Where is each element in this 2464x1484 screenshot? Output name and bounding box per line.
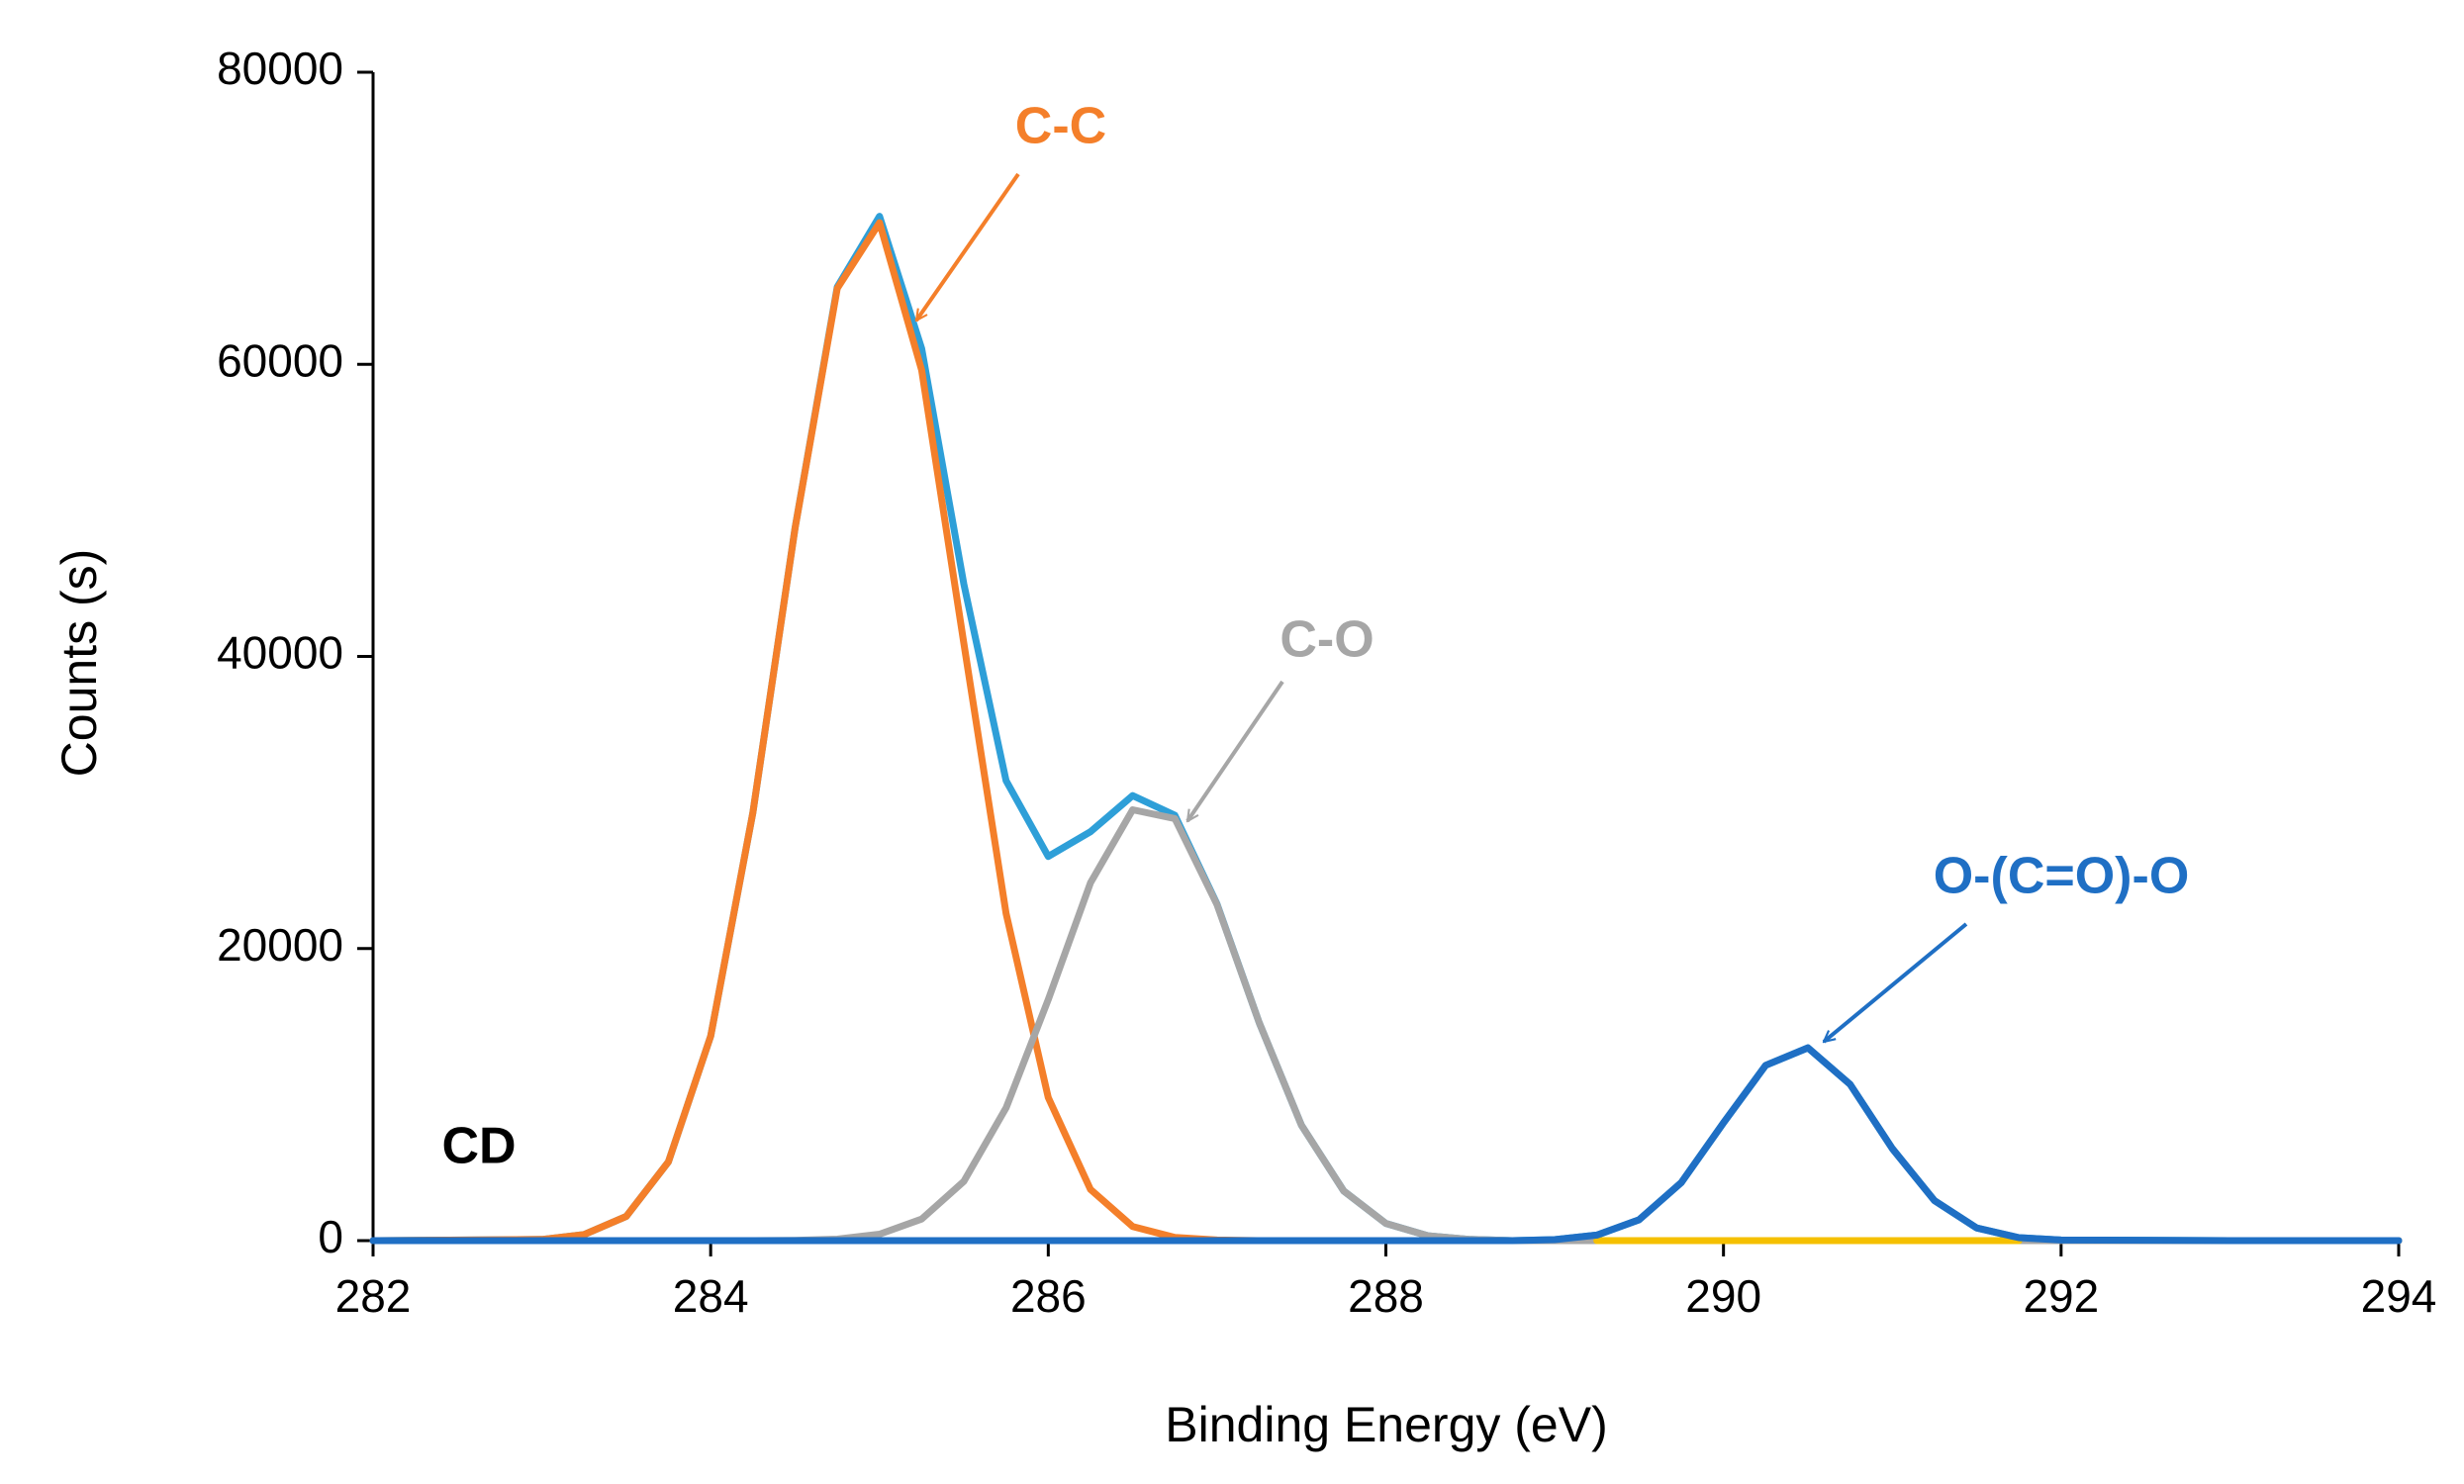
- x-tick-label: 288: [1348, 1270, 1424, 1322]
- peak-label: O-(C=O)-O: [1934, 848, 2190, 905]
- y-tick-label: 20000: [217, 919, 343, 971]
- series-line: [369, 1044, 2403, 1245]
- peak-arrow: [914, 172, 1020, 321]
- y-tick-label: 40000: [217, 627, 343, 679]
- x-tick-label: 286: [1010, 1270, 1087, 1322]
- x-tick-label: 294: [2361, 1270, 2437, 1322]
- peak-arrow: [1185, 680, 1284, 821]
- x-tick-label: 290: [1685, 1270, 1761, 1322]
- peak-label: C-C: [1015, 98, 1106, 155]
- sample-label: CD: [441, 1118, 516, 1175]
- y-tick-label: 60000: [217, 334, 343, 386]
- x-tick-label: 284: [673, 1270, 749, 1322]
- x-tick-label: 282: [335, 1270, 412, 1322]
- y-tick-label: 80000: [217, 43, 343, 94]
- x-tick-label: 292: [2023, 1270, 2099, 1322]
- y-axis-title: Counts (s): [51, 549, 107, 778]
- peak-label: C-O: [1279, 611, 1374, 669]
- x-axis-title: Binding Energy (eV): [1165, 1397, 1607, 1452]
- series-line: [369, 219, 2403, 1245]
- series-line: [369, 213, 2403, 1245]
- peak-arrow: [1824, 922, 1968, 1044]
- y-tick-label: 0: [318, 1211, 343, 1262]
